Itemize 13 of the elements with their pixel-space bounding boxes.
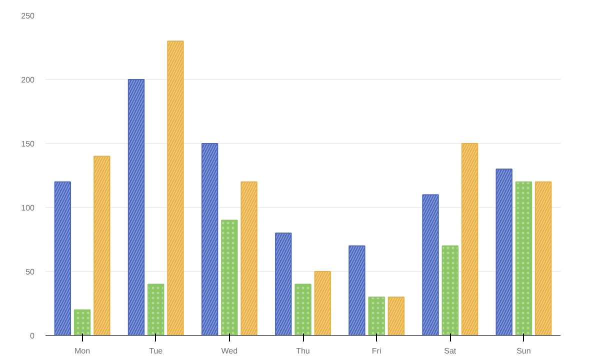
y-tick-label: 100: [21, 204, 36, 212]
x-tick-label: Mon: [74, 346, 90, 356]
x-tick-label: Sat: [444, 346, 457, 356]
x-tick-label: Sun: [516, 346, 531, 356]
x-tick-label: Thu: [296, 346, 310, 356]
y-tick-label: 150: [21, 140, 36, 148]
y-tick-label: 200: [21, 76, 36, 84]
x-tick-label: Wed: [221, 346, 238, 356]
x-tick-label: Fri: [372, 346, 382, 356]
y-tick-label: 250: [21, 12, 36, 20]
x-tick-label: Tue: [149, 346, 164, 356]
y-tick-label: 0: [30, 332, 36, 340]
y-tick-label: 50: [26, 268, 36, 276]
